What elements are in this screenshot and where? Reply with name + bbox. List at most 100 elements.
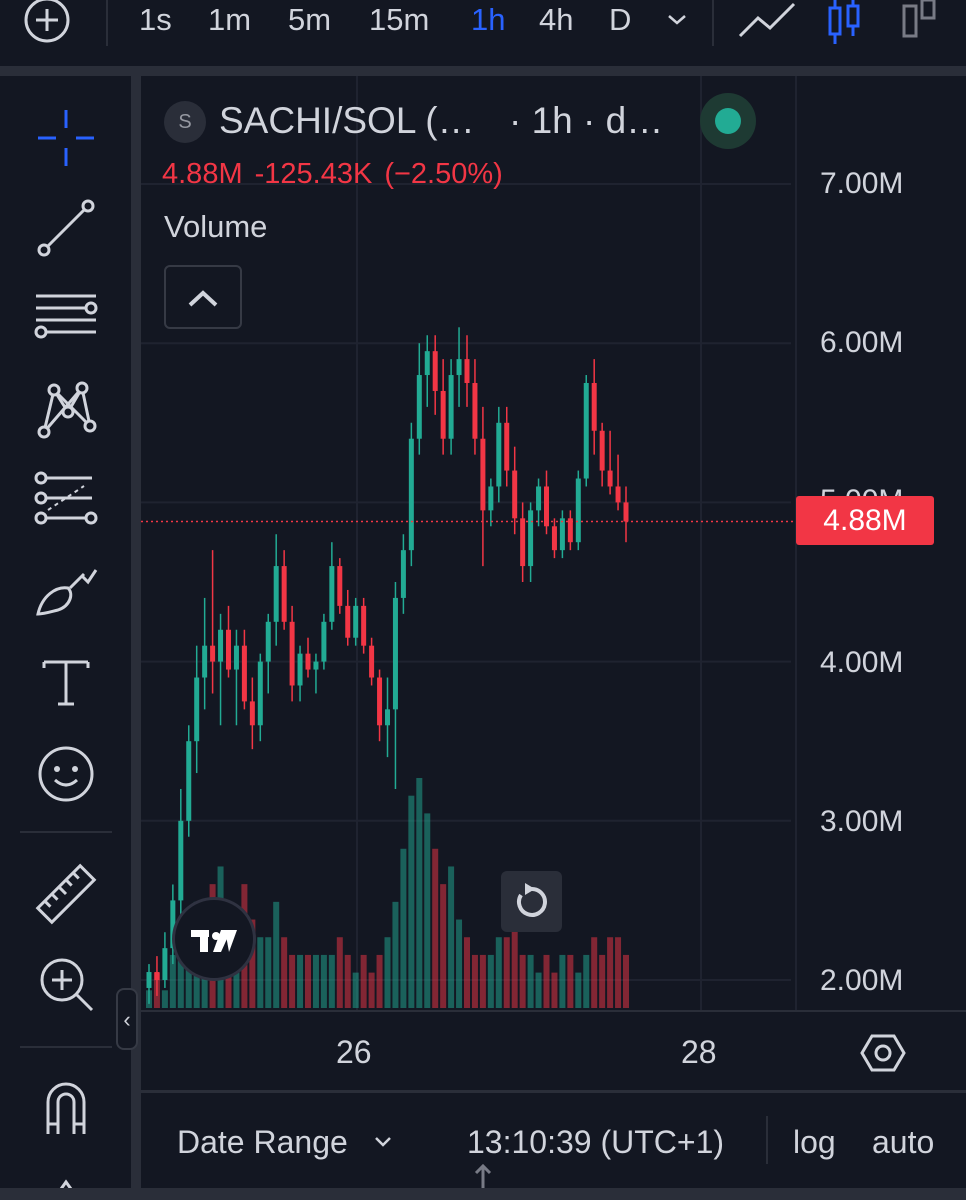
volume-bar (432, 848, 439, 1008)
date-range-button[interactable]: Date Range (177, 1120, 348, 1164)
x-axis-label: 28 (681, 1034, 717, 1070)
bottom-bar (141, 1093, 966, 1200)
volume-bar (583, 954, 590, 1008)
candle-body (424, 351, 430, 376)
volume-bar (281, 937, 288, 1008)
volume-bar (384, 937, 391, 1008)
text-tool-icon[interactable] (34, 652, 98, 716)
ruler-icon[interactable] (34, 862, 98, 926)
volume-bar (591, 937, 598, 1008)
volume-bar (320, 954, 327, 1008)
bottom-bar-separator (766, 1116, 768, 1164)
candle-body (607, 470, 613, 487)
screen-bottom-edge (0, 1188, 966, 1200)
volume-bar (599, 954, 606, 1008)
timeframe-4h[interactable]: 4h (539, 2, 574, 37)
horizontal-lines-icon[interactable] (34, 286, 98, 350)
emoji-icon[interactable] (34, 742, 98, 806)
chart-pane[interactable] (141, 76, 966, 1090)
candle-body (591, 383, 597, 431)
volume-bar (567, 954, 574, 1008)
volume-bar (471, 954, 478, 1008)
volume-bar (543, 954, 550, 1008)
collapse-toolbar-button[interactable]: ‹ (116, 988, 138, 1050)
volume-bar (392, 901, 399, 1008)
volume-bar (305, 954, 311, 1008)
pattern-tool-icon[interactable] (34, 376, 98, 440)
candle-body (194, 677, 200, 742)
symbol-title[interactable]: SACHI/SOL (… (219, 100, 475, 141)
candle-body (488, 486, 494, 511)
candle-body (170, 900, 176, 949)
candle-body (345, 605, 351, 638)
prediction-tool-icon[interactable] (34, 470, 98, 534)
line-chart-icon[interactable] (738, 0, 798, 40)
bar-chart-icon[interactable] (900, 0, 940, 40)
price-legend: 4.88M -125.43K (−2.50%) (162, 154, 515, 194)
candle-body (289, 621, 295, 686)
candle-body (392, 597, 398, 710)
timeframe-15m[interactable]: 15m (369, 2, 430, 37)
volume-bar (535, 972, 542, 1008)
volume-indicator-label[interactable]: Volume (164, 209, 268, 244)
add-symbol-icon[interactable] (22, 0, 72, 44)
volume-bar (424, 813, 431, 1008)
magnet-icon[interactable] (34, 1076, 98, 1140)
candle-body (559, 518, 565, 551)
market-status-icon[interactable] (700, 93, 756, 149)
brush-icon[interactable] (34, 560, 98, 624)
volume-bar (416, 778, 423, 1008)
volume-bar (408, 795, 415, 1008)
y-axis-label: 3.00M (820, 805, 904, 838)
x-axis-label: 26 (336, 1034, 372, 1070)
candle-body (337, 566, 343, 606)
timeframe-1h[interactable]: 1h (471, 2, 506, 37)
candle-body (599, 430, 605, 471)
collapse-legend-button[interactable] (164, 265, 242, 329)
auto-scale-button[interactable]: auto (872, 1124, 935, 1160)
volume-bar (177, 937, 184, 1008)
price-change-percent: (−2.50%) (384, 158, 503, 190)
chevron-down-icon[interactable] (373, 1132, 393, 1152)
last-price: 4.88M (162, 158, 243, 190)
log-scale-button[interactable]: log (793, 1124, 836, 1160)
zoom-in-icon[interactable] (34, 952, 98, 1016)
candle-body (281, 566, 287, 622)
candle-body (202, 645, 208, 678)
candle-body (583, 383, 589, 479)
tradingview-logo[interactable] (172, 897, 256, 981)
volume-bar (336, 937, 343, 1008)
timeframe-1m[interactable]: 1m (208, 2, 252, 37)
interval-title[interactable]: · 1h · d… (509, 100, 664, 141)
candle-body (575, 478, 581, 543)
y-axis-label: 2.00M (820, 964, 904, 997)
volume-bar (607, 937, 614, 1008)
reset-chart-button[interactable] (501, 871, 562, 932)
candle-body (536, 486, 542, 511)
timeframe-d[interactable]: D (609, 2, 632, 37)
timeframe-1s[interactable]: 1s (139, 2, 172, 37)
y-axis-label: 4.00M (820, 646, 904, 679)
clock-timezone[interactable]: 13:10:39 (UTC+1) (467, 1124, 725, 1160)
candle-body (321, 621, 327, 662)
candle-body (178, 820, 184, 901)
volume-bar (344, 954, 351, 1008)
volume-bar (575, 972, 582, 1008)
chevron-up-icon (188, 290, 218, 307)
candle-body (416, 375, 422, 439)
date-range-label: Date Range (177, 1124, 348, 1160)
y-axis-label: 6.00M (820, 326, 904, 359)
candle-body (369, 645, 375, 678)
volume-bar (503, 937, 510, 1008)
candle-body (265, 621, 271, 662)
candlestick-chart-icon[interactable] (826, 0, 862, 44)
candle-body (353, 605, 359, 638)
volume-bar (328, 954, 335, 1008)
crosshair-icon[interactable] (34, 106, 98, 170)
candle-body (297, 653, 303, 686)
chevron-down-icon[interactable] (665, 8, 689, 32)
chart-settings-icon[interactable] (860, 1030, 906, 1076)
trend-line-icon[interactable] (34, 196, 98, 260)
timeframe-5m[interactable]: 5m (288, 2, 332, 37)
volume-bar (265, 937, 272, 1008)
